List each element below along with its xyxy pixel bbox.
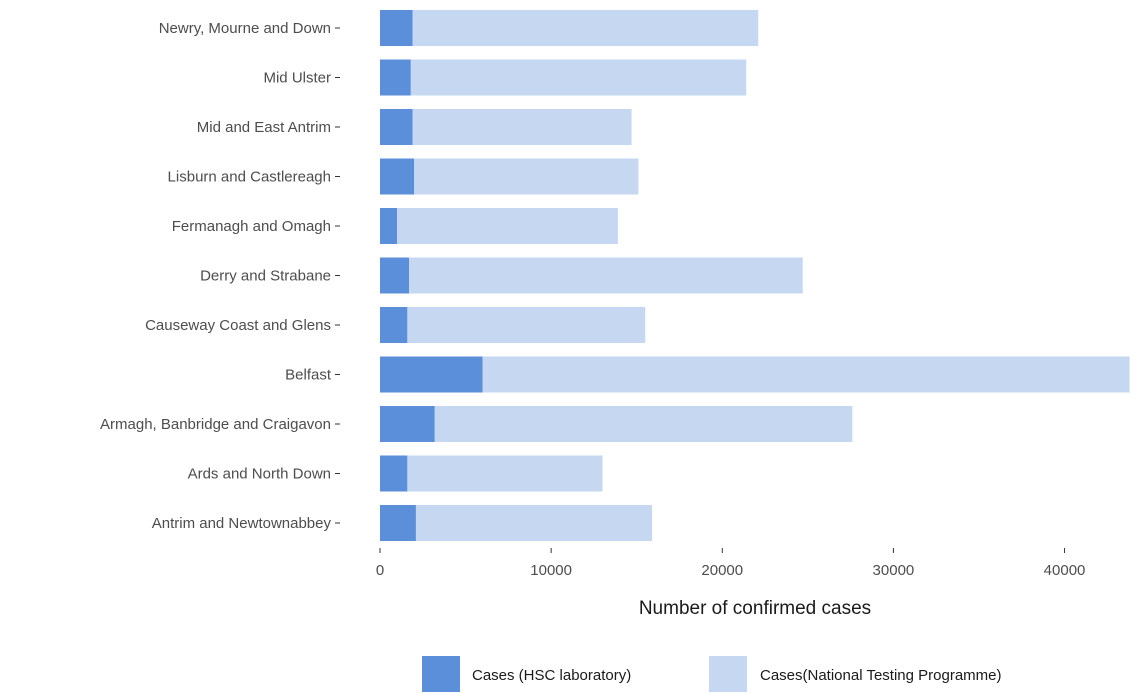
x-axis-title: Number of confirmed cases [639, 598, 871, 619]
bar-segment-hsc [380, 158, 415, 195]
x-tick-label: 40000 [1044, 562, 1086, 579]
bar-segment-ntp [410, 59, 747, 96]
bar-segment-ntp [407, 455, 603, 492]
bar-segment-ntp [409, 257, 803, 294]
bar-segment-hsc [380, 10, 413, 46]
category-label: Mid Ulster [263, 70, 331, 87]
bar-segment-hsc [380, 109, 413, 145]
category-label: Ards and North Down [188, 466, 331, 483]
legend: Cases (HSC laboratory) Cases(National Tes… [422, 656, 1002, 692]
category-label: Derry and Strabane [200, 268, 331, 285]
bar-segment-ntp [482, 356, 1130, 393]
bar-segment-ntp [414, 158, 639, 195]
bar-segment-hsc [380, 208, 398, 244]
legend-label: Cases (HSC laboratory) [472, 667, 631, 684]
x-tick-label: 10000 [530, 562, 572, 579]
bar-segment-hsc [380, 505, 416, 541]
bar-segment-ntp [412, 10, 759, 46]
bars-group [380, 10, 1130, 541]
category-label: Newry, Mourne and Down [159, 20, 331, 37]
category-label: Lisburn and Castlereagh [168, 169, 331, 186]
bar-segment-hsc [380, 307, 408, 343]
bar-segment-ntp [407, 307, 646, 343]
category-label: Armagh, Banbridge and Craigavon [100, 416, 331, 433]
bar-segment-ntp [415, 505, 653, 541]
bar-segment-ntp [412, 109, 632, 145]
bar-segment-hsc [380, 455, 408, 492]
x-tick-label: 20000 [701, 562, 743, 579]
bar-segment-hsc [380, 356, 483, 393]
legend-swatch [422, 656, 460, 692]
x-axis: 0 10000 20000 30000 40000 [376, 548, 1086, 579]
legend-swatch [709, 656, 747, 692]
x-tick-label: 30000 [873, 562, 915, 579]
legend-label: Cases(National Testing Programme) [760, 667, 1002, 684]
bar-segment-ntp [434, 406, 853, 442]
bar-segment-hsc [380, 406, 435, 442]
bar-segment-hsc [380, 257, 410, 294]
category-labels: Newry, Mourne and Down Mid Ulster Mid and … [100, 20, 340, 532]
bar-segment-hsc [380, 59, 411, 96]
category-label: Antrim and Newtownabbey [152, 515, 332, 532]
category-label: Mid and East Antrim [197, 119, 331, 136]
bar-segment-ntp [397, 208, 618, 244]
category-label: Causeway Coast and Glens [145, 317, 331, 334]
category-label: Fermanagh and Omagh [172, 218, 331, 235]
category-label: Belfast [285, 367, 332, 384]
x-tick-label: 0 [376, 562, 384, 579]
